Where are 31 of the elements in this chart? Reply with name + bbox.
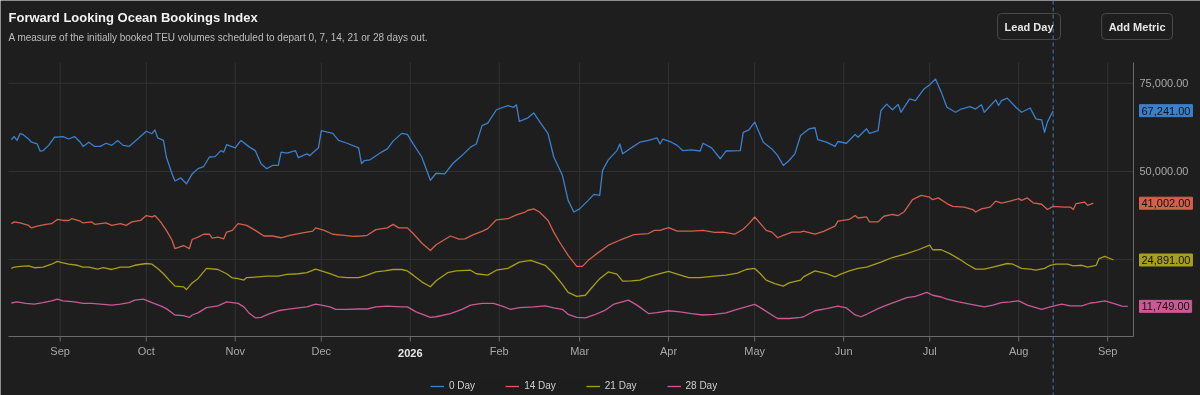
y-tick-label: 75,000.00	[1139, 77, 1189, 90]
x-tick-label: Apr	[660, 344, 678, 357]
line-series	[10, 291, 1129, 320]
legend-label: 14 Day	[524, 380, 556, 391]
chart-subtitle: A measure of the initially booked TEU volumes scheduled to depart 0, 7, 14, 21 or 28 days out.	[8, 31, 428, 43]
text: Lead Day	[1004, 20, 1055, 33]
y-tick-label: 50,000.00	[1139, 165, 1189, 178]
x-tick-label: Jun	[834, 344, 853, 357]
text: 24,891.00	[1141, 254, 1191, 267]
line-series	[10, 78, 1054, 213]
x-tick-label: Oct	[137, 344, 155, 357]
line-series	[10, 244, 1115, 297]
x-tick-label: Nov	[225, 344, 246, 357]
x-tick-label: 2026	[398, 346, 423, 359]
x-tick-label: Sep	[1097, 344, 1118, 357]
legend-label: 21 Day	[604, 380, 637, 391]
text: 41,002.00	[1141, 197, 1191, 210]
chart-title: Forward Looking Ocean Bookings Index	[8, 9, 259, 25]
x-tick-label: Dec	[311, 344, 332, 357]
x-tick-label: Jul	[922, 344, 937, 357]
x-tick-label: May	[744, 344, 766, 357]
line-series	[10, 194, 1094, 267]
x-tick-label: Feb	[489, 344, 509, 357]
x-tick-label: Mar	[570, 344, 590, 357]
x-tick-label: Aug	[1008, 344, 1029, 357]
x-tick-label: Sep	[50, 344, 70, 357]
text: Add Metric	[1108, 20, 1166, 33]
text: 67,241.00	[1141, 104, 1191, 117]
text: 11,749.00	[1141, 300, 1190, 313]
legend-label: 0 Day	[449, 380, 476, 391]
legend-label: 28 Day	[685, 380, 718, 391]
